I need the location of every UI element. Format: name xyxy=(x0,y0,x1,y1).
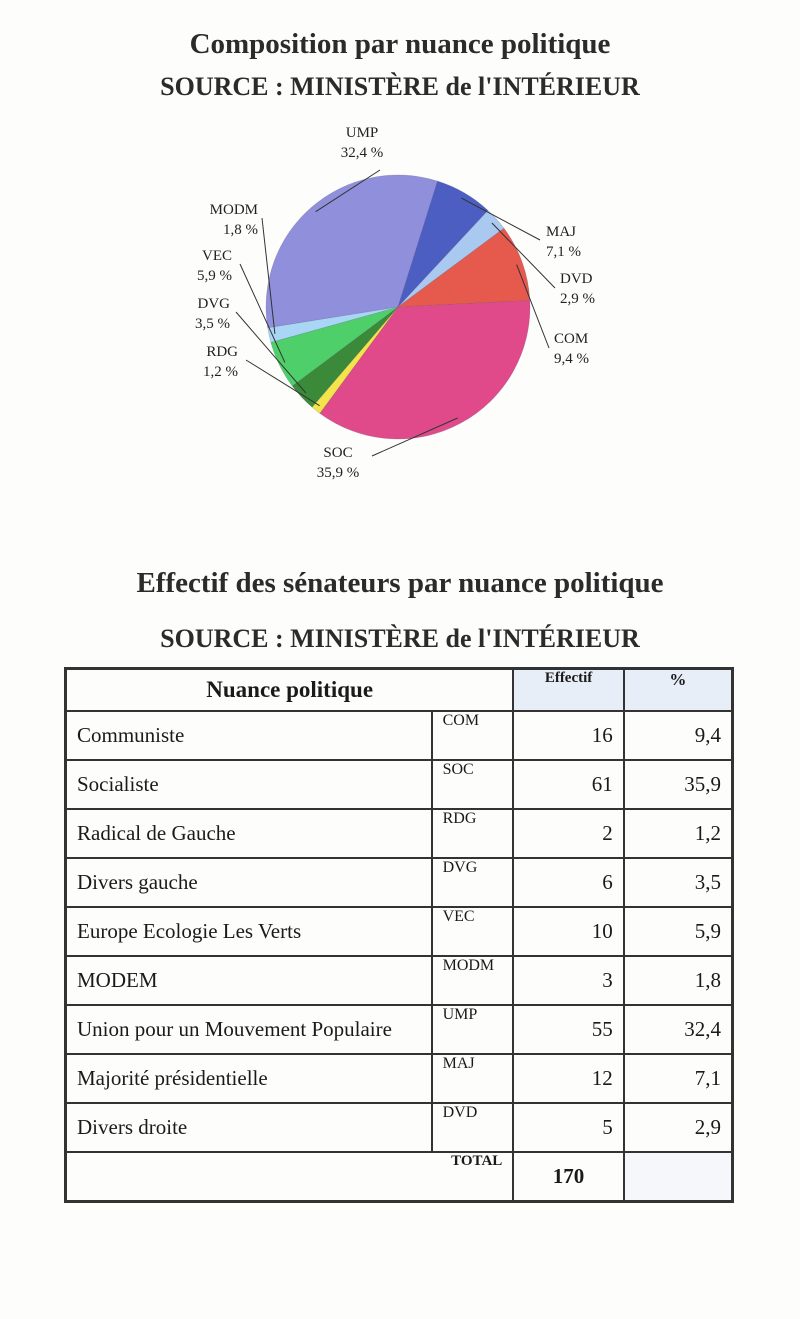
pie-chart: UMP 32,4 % MAJ 7,1 % DVD 2,9 % COM 9,4 % SOC 35,9… xyxy=(195,125,595,481)
row-code: RDG xyxy=(431,809,514,858)
row-pct: 1,8 xyxy=(623,956,732,1005)
row-code: DVD xyxy=(431,1103,514,1152)
table-row: Divers gauche DVG 6 3,5 xyxy=(66,858,732,907)
row-name: Divers gauche xyxy=(66,858,432,907)
pie-value-modm: 1,8 % xyxy=(223,222,258,238)
row-code: UMP xyxy=(431,1005,514,1054)
row-pct: 5,9 xyxy=(623,907,732,956)
row-pct: 1,2 xyxy=(623,809,732,858)
row-effectif: 6 xyxy=(513,858,624,907)
row-effectif: 3 xyxy=(513,956,624,1005)
senators-table: Nuance politique Effectif % Communiste C… xyxy=(64,667,734,1203)
pie-leader-vec xyxy=(239,263,286,363)
pie-slice-dvd xyxy=(397,209,505,308)
row-pct: 7,1 xyxy=(623,1054,732,1103)
row-pct: 2,9 xyxy=(623,1103,732,1152)
table-title: Effectif des sénateurs par nuance politi… xyxy=(136,567,664,599)
pie-leader-dvg xyxy=(235,311,307,394)
table-row: Communiste COM 16 9,4 xyxy=(66,711,732,760)
chart-title: Composition par nuance politique xyxy=(189,28,611,60)
row-effectif: 5 xyxy=(513,1103,624,1152)
pie-slice-vec xyxy=(270,306,399,387)
pie-leader-dvd xyxy=(491,222,556,289)
row-name: Europe Ecologie Les Verts xyxy=(66,907,432,956)
pie-label-soc: SOC xyxy=(323,445,352,461)
row-pct: 35,9 xyxy=(623,760,732,809)
row-name: Majorité présidentielle xyxy=(66,1054,432,1103)
pie-value-com: 9,4 % xyxy=(554,351,589,367)
pie-label-vec: VEC xyxy=(202,248,232,264)
pie-value-rdg: 1,2 % xyxy=(203,364,238,380)
pie-slice-dvg xyxy=(291,306,399,408)
pie-label-modm: MODM xyxy=(210,202,258,218)
row-code: DVG xyxy=(431,858,514,907)
pie-label-ump: UMP xyxy=(346,125,379,141)
pie-slice-rdg xyxy=(311,306,399,414)
header-pct: % xyxy=(623,669,732,711)
pie-slice-ump xyxy=(265,174,438,329)
row-code: MODM xyxy=(431,956,514,1005)
pie-label-dvg: DVG xyxy=(198,296,231,312)
pie-label-dvd: DVD xyxy=(560,271,593,287)
table-row: MODEM MODM 3 1,8 xyxy=(66,956,732,1005)
pie-value-ump: 32,4 % xyxy=(341,145,384,161)
pie-value-soc: 35,9 % xyxy=(317,465,360,481)
row-effectif: 2 xyxy=(513,809,624,858)
pie-slice-maj xyxy=(397,180,489,308)
pie-leader-soc xyxy=(371,417,458,457)
pie-leader-com xyxy=(516,264,550,349)
row-effectif: 61 xyxy=(513,760,624,809)
table-row: Union pour un Mouvement Populaire UMP 55… xyxy=(66,1005,732,1054)
row-effectif: 55 xyxy=(513,1005,624,1054)
pie-label-maj: MAJ xyxy=(546,224,576,240)
row-name: Union pour un Mouvement Populaire xyxy=(66,1005,432,1054)
row-name: MODEM xyxy=(66,956,432,1005)
table-row: Majorité présidentielle MAJ 12 7,1 xyxy=(66,1054,732,1103)
table-source: SOURCE : MINISTÈRE de l'INTÉRIEUR xyxy=(160,624,640,653)
pie-value-dvd: 2,9 % xyxy=(560,291,595,307)
pie-slice-soc xyxy=(319,300,531,440)
pie-leader-modm xyxy=(261,217,276,334)
table-row: Divers droite DVD 5 2,9 xyxy=(66,1103,732,1152)
pie-value-dvg: 3,5 % xyxy=(195,316,230,332)
row-name: Divers droite xyxy=(66,1103,432,1152)
total-pct-empty xyxy=(623,1152,732,1201)
row-effectif: 12 xyxy=(513,1054,624,1103)
header-nuance: Nuance politique xyxy=(66,669,514,711)
table-total-row: TOTAL 170 xyxy=(66,1152,732,1201)
total-label: TOTAL xyxy=(66,1152,514,1201)
pie-label-com: COM xyxy=(554,331,588,347)
row-pct: 9,4 xyxy=(623,711,732,760)
row-effectif: 16 xyxy=(513,711,624,760)
pie-slice-modm xyxy=(267,306,399,343)
row-name: Communiste xyxy=(66,711,432,760)
row-code: MAJ xyxy=(431,1054,514,1103)
table-header-row: Nuance politique Effectif % xyxy=(66,669,732,711)
row-effectif: 10 xyxy=(513,907,624,956)
pie-value-vec: 5,9 % xyxy=(197,268,232,284)
row-code: VEC xyxy=(431,907,514,956)
table-row: Europe Ecologie Les Verts VEC 10 5,9 xyxy=(66,907,732,956)
header-effectif: Effectif xyxy=(513,669,624,711)
pie-value-maj: 7,1 % xyxy=(546,244,581,260)
table-row: Socialiste SOC 61 35,9 xyxy=(66,760,732,809)
table-row: Radical de Gauche RDG 2 1,2 xyxy=(66,809,732,858)
row-pct: 32,4 xyxy=(623,1005,732,1054)
pie-label-rdg: RDG xyxy=(206,344,238,360)
pie-leader-ump xyxy=(315,169,381,213)
row-code: SOC xyxy=(431,760,514,809)
row-name: Radical de Gauche xyxy=(66,809,432,858)
row-name: Socialiste xyxy=(66,760,432,809)
chart-source: SOURCE : MINISTÈRE de l'INTÉRIEUR xyxy=(160,72,640,101)
total-value: 170 xyxy=(513,1152,624,1201)
row-pct: 3,5 xyxy=(623,858,732,907)
pie-leader-rdg xyxy=(245,359,320,407)
row-code: COM xyxy=(431,711,514,760)
pie-leader-maj xyxy=(461,197,541,241)
